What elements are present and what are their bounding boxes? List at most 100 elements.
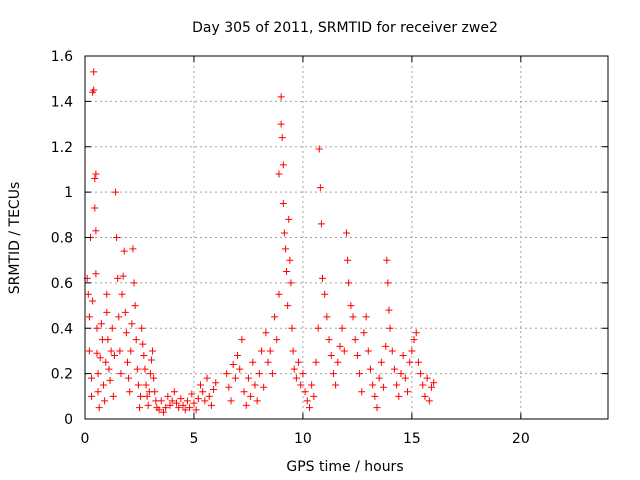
data-point	[312, 358, 320, 366]
data-point	[421, 392, 429, 400]
data-point	[173, 399, 181, 407]
data-point	[253, 397, 261, 405]
data-point	[118, 290, 126, 298]
data-point	[144, 401, 152, 409]
data-point	[286, 256, 294, 264]
data-point	[399, 351, 407, 359]
data-point	[175, 404, 183, 412]
data-point	[393, 381, 401, 389]
data-point	[384, 279, 392, 287]
data-point	[423, 374, 431, 382]
data-point	[96, 354, 104, 362]
data-point	[88, 374, 96, 382]
x-tick-label: 5	[189, 431, 198, 447]
data-point	[358, 388, 366, 396]
data-point	[262, 329, 270, 337]
data-point	[319, 274, 327, 282]
data-point	[199, 388, 207, 396]
y-tick-label: 0.8	[51, 231, 73, 247]
data-point	[340, 347, 348, 355]
data-point	[159, 408, 167, 416]
data-point	[375, 374, 383, 382]
data-point	[190, 399, 198, 407]
x-tick-label: 15	[403, 431, 421, 447]
data-point	[91, 204, 99, 212]
data-point	[410, 336, 418, 344]
data-point	[94, 388, 102, 396]
data-point	[92, 270, 100, 278]
data-point	[196, 381, 204, 389]
data-point	[281, 245, 289, 253]
data-point	[104, 336, 112, 344]
data-point	[406, 358, 414, 366]
data-point	[332, 381, 340, 389]
x-axis-label: GPS time / hours	[286, 459, 403, 475]
data-point	[310, 392, 318, 400]
data-point	[280, 229, 288, 237]
data-point	[278, 134, 286, 142]
x-tick-label: 20	[512, 431, 530, 447]
data-point	[255, 370, 263, 378]
data-point	[349, 313, 357, 321]
data-point	[260, 383, 268, 391]
data-point	[168, 397, 176, 405]
data-point	[85, 313, 93, 321]
data-point	[247, 392, 255, 400]
data-point	[119, 272, 127, 280]
x-tick-labels: 0 5 10 15 20	[81, 431, 530, 447]
data-point	[127, 347, 135, 355]
data-point	[100, 381, 108, 389]
data-point	[356, 370, 364, 378]
data-point	[137, 392, 145, 400]
data-point	[194, 395, 202, 403]
data-point	[123, 358, 131, 366]
data-point	[234, 351, 242, 359]
data-point	[386, 324, 394, 332]
data-point	[297, 381, 305, 389]
data-point	[186, 404, 194, 412]
data-point	[277, 93, 285, 101]
data-point	[327, 351, 335, 359]
data-point	[134, 381, 142, 389]
data-point	[258, 347, 266, 355]
data-point	[271, 313, 279, 321]
y-tick-label: 0.2	[51, 367, 73, 383]
data-point	[412, 329, 420, 337]
data-point	[109, 392, 117, 400]
data-point	[404, 388, 412, 396]
data-point	[177, 395, 185, 403]
data-point	[273, 336, 281, 344]
data-point	[113, 234, 121, 241]
y-axis-label: SRMTID / TECUs	[7, 182, 23, 295]
x-tick-label: 0	[81, 431, 90, 447]
data-point	[303, 397, 311, 405]
data-point	[240, 388, 248, 396]
data-point	[329, 370, 337, 378]
data-points	[83, 68, 438, 416]
data-point	[395, 392, 403, 400]
data-point	[289, 347, 297, 355]
data-point	[425, 397, 433, 405]
data-point	[362, 313, 370, 321]
data-point	[155, 406, 163, 414]
data-point	[130, 279, 138, 287]
data-point	[183, 397, 191, 405]
data-point	[121, 308, 129, 316]
y-tick-label: 0.6	[51, 276, 73, 292]
data-point	[317, 220, 325, 228]
data-point	[430, 379, 438, 387]
data-point	[106, 376, 114, 384]
data-point	[142, 381, 150, 389]
data-point	[116, 347, 124, 355]
data-point	[150, 374, 158, 382]
data-point	[388, 347, 396, 355]
data-point	[373, 404, 381, 412]
data-point	[316, 184, 324, 192]
data-point	[188, 390, 196, 398]
data-point	[279, 199, 287, 207]
data-point	[315, 145, 323, 153]
data-point	[366, 365, 374, 373]
data-point	[103, 290, 111, 298]
data-point	[249, 358, 257, 366]
